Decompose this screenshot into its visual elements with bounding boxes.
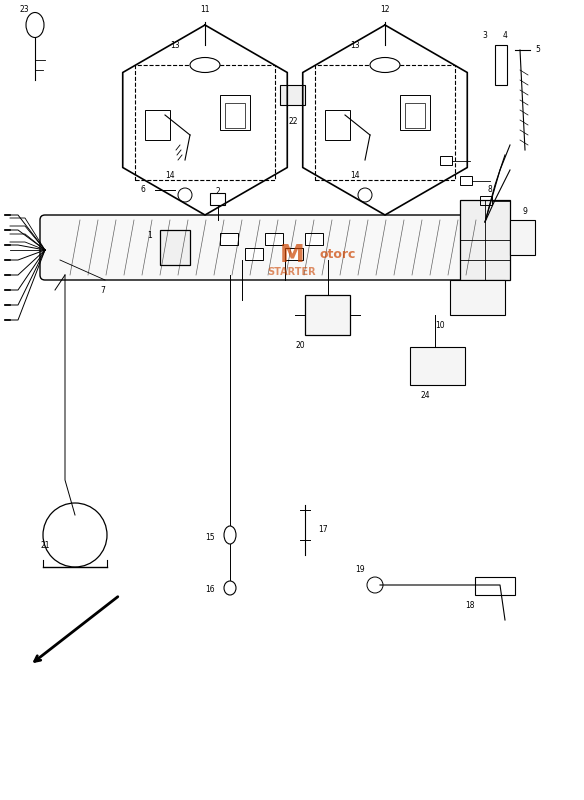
Bar: [475, 577, 515, 595]
Bar: [265, 233, 283, 245]
Bar: [210, 193, 225, 205]
Bar: [440, 156, 452, 165]
Ellipse shape: [190, 58, 220, 73]
Text: 10: 10: [436, 321, 445, 330]
Text: 14: 14: [350, 170, 360, 179]
Circle shape: [178, 188, 192, 202]
Text: 12: 12: [380, 6, 390, 14]
Text: 2: 2: [215, 187, 220, 197]
Bar: [225, 103, 245, 128]
Text: M: M: [280, 243, 304, 267]
Text: 14: 14: [165, 170, 175, 179]
Circle shape: [358, 188, 372, 202]
Text: 1: 1: [147, 230, 152, 239]
Text: 8: 8: [488, 186, 492, 194]
Text: 23: 23: [20, 6, 30, 14]
Bar: [160, 230, 190, 265]
Text: 24: 24: [420, 390, 430, 399]
Bar: [245, 248, 263, 260]
Text: 11: 11: [200, 6, 210, 14]
Bar: [450, 280, 505, 315]
Text: 18: 18: [465, 601, 475, 610]
Text: 13: 13: [170, 41, 180, 50]
Bar: [495, 45, 507, 85]
Circle shape: [367, 577, 383, 593]
Bar: [460, 176, 472, 185]
Text: 6: 6: [140, 186, 145, 194]
Text: 9: 9: [523, 207, 527, 217]
Text: 22: 22: [288, 118, 298, 126]
Bar: [280, 85, 305, 105]
Bar: [305, 295, 350, 335]
Text: 21: 21: [40, 541, 50, 550]
Ellipse shape: [224, 581, 236, 595]
Ellipse shape: [370, 58, 400, 73]
Text: 7: 7: [100, 286, 105, 294]
Bar: [315, 65, 455, 180]
Bar: [400, 95, 430, 130]
Bar: [135, 65, 275, 180]
Bar: [145, 110, 170, 140]
Ellipse shape: [224, 526, 236, 544]
Text: STARTER: STARTER: [267, 267, 317, 277]
Bar: [480, 196, 492, 205]
Text: 19: 19: [356, 566, 365, 574]
Bar: [405, 103, 425, 128]
Bar: [220, 233, 238, 245]
Text: 17: 17: [318, 526, 328, 534]
FancyBboxPatch shape: [40, 215, 470, 280]
Text: otorc: otorc: [320, 249, 356, 262]
Bar: [285, 248, 303, 260]
Text: 5: 5: [535, 46, 540, 54]
Bar: [510, 220, 535, 255]
Bar: [325, 110, 350, 140]
Text: 16: 16: [206, 586, 215, 594]
Text: 20: 20: [296, 341, 305, 350]
Ellipse shape: [26, 13, 44, 38]
Bar: [410, 347, 465, 385]
Text: 13: 13: [350, 41, 360, 50]
Bar: [305, 233, 323, 245]
Text: 4: 4: [503, 30, 507, 39]
Text: 15: 15: [206, 534, 215, 542]
Text: 3: 3: [482, 30, 488, 39]
Bar: [460, 200, 510, 280]
Bar: [220, 95, 250, 130]
Circle shape: [43, 503, 107, 567]
